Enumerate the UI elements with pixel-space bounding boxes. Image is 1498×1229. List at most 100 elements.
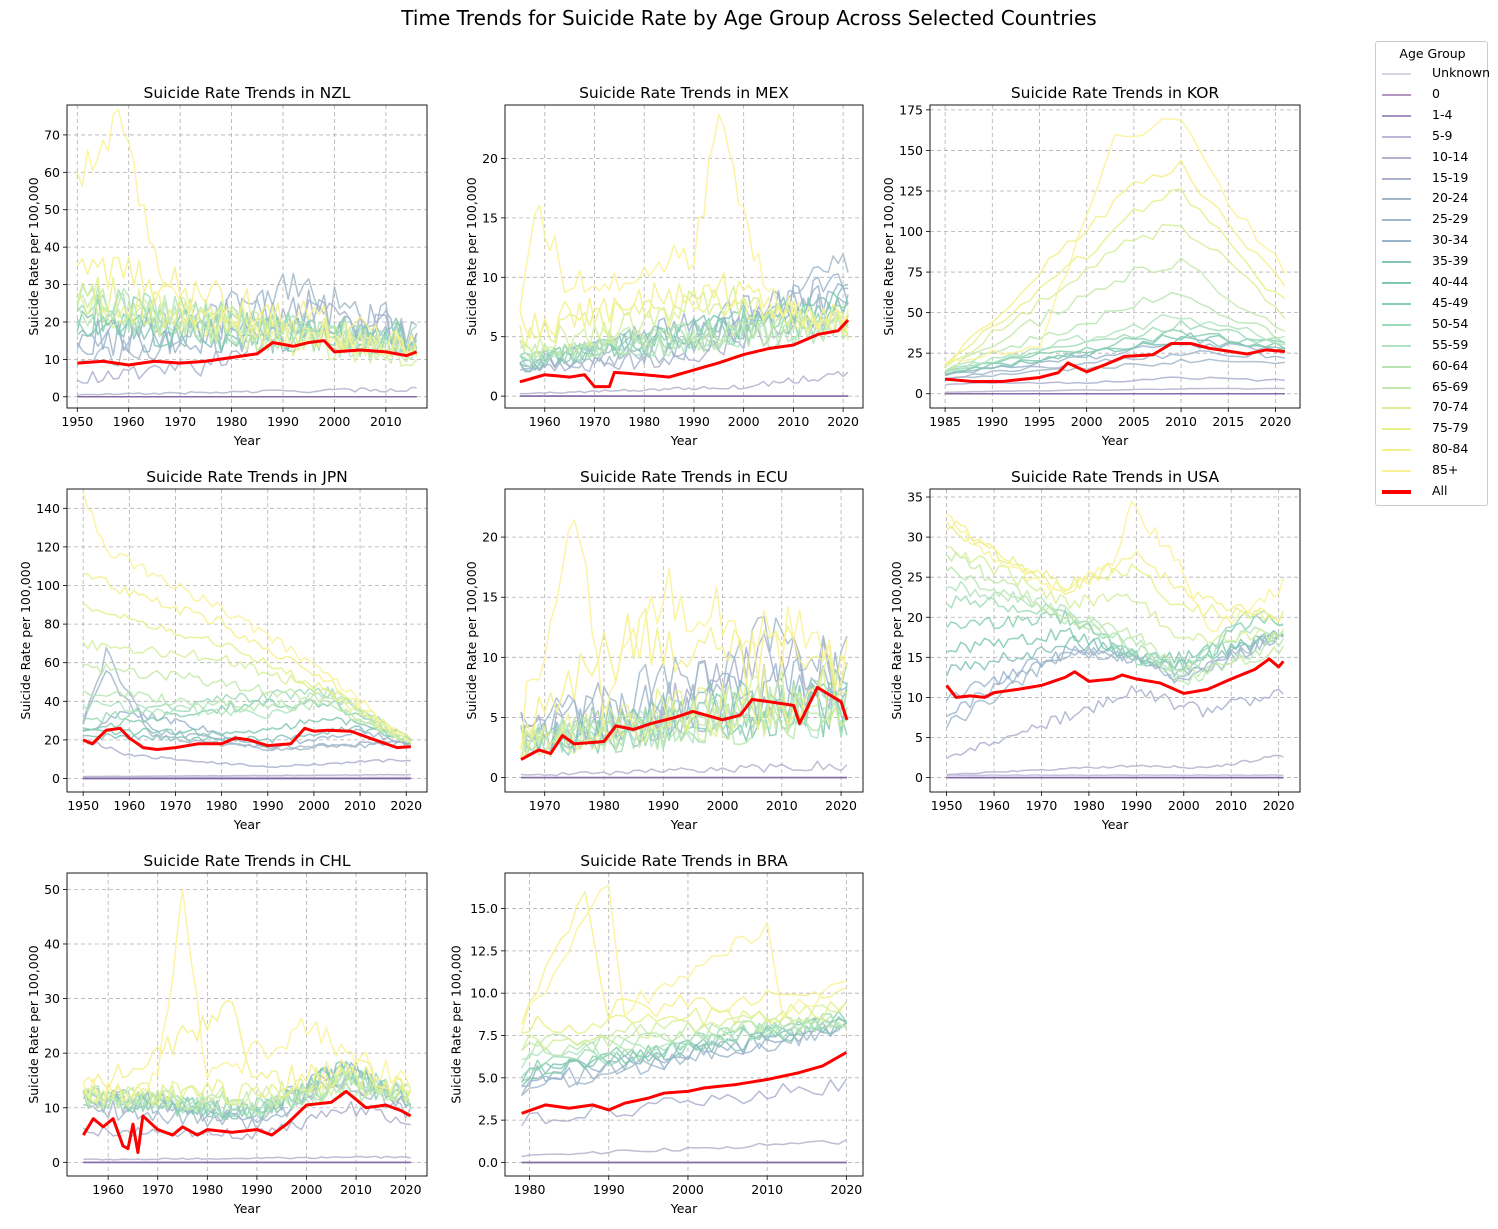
y-tick-label: 100 <box>36 578 60 593</box>
y-tick-label: 120 <box>36 539 60 554</box>
subplot-title: Suicide Rate Trends in ECU <box>580 468 788 486</box>
series-line-85plus <box>82 490 412 743</box>
x-axis-label: Year <box>1101 433 1129 448</box>
y-tick-label: 15 <box>482 590 498 605</box>
subplot-6: 1960 1970 1980 1990 2000 2010 2020 0 10 20 30 40 50 S… <box>26 852 428 1216</box>
x-tick-label: 1970 <box>529 798 561 813</box>
legend-entry: 75-79 <box>1382 418 1487 439</box>
x-tick-label: 1980 <box>588 798 620 813</box>
y-tick-label: 0 <box>52 771 60 786</box>
series-line-5559 <box>946 580 1284 677</box>
y-tick-label: 20 <box>907 610 923 625</box>
y-tick-label: 10 <box>44 352 60 367</box>
legend-label: 15-19 <box>1432 169 1469 185</box>
series-line-4549 <box>946 609 1284 672</box>
series-line-7579 <box>82 602 412 744</box>
subplot-title: Suicide Rate Trends in MEX <box>579 84 789 102</box>
y-tick-label: 50 <box>907 305 923 320</box>
series-line-8084 <box>946 520 1285 623</box>
y-axis-label: Suicide Rate per 100,000 <box>18 561 33 719</box>
legend-label: 40-44 <box>1432 274 1469 289</box>
y-tick-label: 20 <box>44 732 60 747</box>
x-tick-label: 1970 <box>579 414 611 429</box>
series-line-85plus <box>82 889 412 1104</box>
x-tick-label: 1980 <box>628 414 660 429</box>
series-line-5054 <box>944 319 1286 373</box>
legend-entry: 10-14 <box>1382 147 1487 168</box>
y-axis-label: Suicide Rate per 100,000 <box>26 945 41 1103</box>
x-tick-label: 1960 <box>113 414 145 429</box>
series-line-7579 <box>76 275 418 360</box>
legend: Age Group Unknown 0 1-4 5-9 10-14 15-19 20-24 2… <box>1375 41 1490 506</box>
y-axis-label: Suicide Rate per 100,000 <box>881 177 896 335</box>
y-tick-label: 75 <box>907 265 923 280</box>
legend-swatch <box>1382 198 1411 201</box>
series-line-6569 <box>83 1075 412 1111</box>
series-line-7074 <box>82 1068 411 1109</box>
x-tick-label: 2010 <box>1165 414 1197 429</box>
x-tick-label: 2000 <box>707 798 739 813</box>
subplot-title: Suicide Rate Trends in NZL <box>144 84 351 102</box>
x-tick-label: 1990 <box>593 1182 625 1197</box>
y-tick-label: 7.5 <box>478 1028 498 1043</box>
subplot-title: Suicide Rate Trends in USA <box>1011 468 1220 486</box>
series-line-85plus <box>944 118 1286 364</box>
x-tick-label: 2010 <box>766 798 798 813</box>
series-line-8084 <box>76 256 418 357</box>
series-line-8084 <box>519 272 849 339</box>
x-axis-label: Year <box>670 1201 698 1216</box>
x-tick-label: 2000 <box>672 1182 704 1197</box>
legend-swatch <box>1382 93 1411 96</box>
series-line-1519 <box>521 1078 847 1127</box>
y-tick-label: 0 <box>915 386 923 401</box>
series-line-1014 <box>83 773 411 778</box>
y-tick-label: 2.5 <box>478 1113 498 1128</box>
legend-label: 0 <box>1432 85 1440 101</box>
series-line-all <box>944 341 1286 384</box>
series-line-8084 <box>82 999 411 1094</box>
y-tick-label: 30 <box>907 530 923 545</box>
subplot-title: Suicide Rate Trends in BRA <box>580 852 788 870</box>
series-line-7579 <box>521 1000 847 1035</box>
legend-label: 80-84 <box>1432 441 1469 457</box>
x-tick-label: 1990 <box>976 414 1008 429</box>
legend-entry: 5-9 <box>1382 126 1487 147</box>
legend-swatch <box>1382 365 1411 368</box>
series-group <box>520 519 849 779</box>
legend-entry: 45-49 <box>1382 293 1487 314</box>
series-line-5559 <box>944 313 1286 373</box>
series-line-85plus <box>946 500 1285 633</box>
legend-label: 75-79 <box>1432 420 1469 436</box>
y-tick-label: 60 <box>44 655 60 670</box>
x-tick-label: 2000 <box>291 1182 323 1197</box>
series-line-all <box>520 685 849 761</box>
legend-entry: 80-84 <box>1382 439 1487 460</box>
legend-swatch <box>1382 282 1411 284</box>
subplot-7: 1980 1990 2000 2010 2020 0.0 2.5 5.0 7.5 10.0 12.5… <box>449 852 864 1216</box>
legend-label: 20-24 <box>1432 190 1469 206</box>
series-group <box>944 118 1286 395</box>
y-tick-label: 15 <box>482 210 498 225</box>
x-tick-label: 1950 <box>931 798 963 813</box>
x-tick-label: 1990 <box>252 798 284 813</box>
series-line-5054 <box>946 595 1284 672</box>
series-group <box>520 884 848 1164</box>
x-tick-label: 1980 <box>1073 798 1105 813</box>
figure-title: Time Trends for Suicide Rate by Age Grou… <box>401 6 1097 30</box>
legend-swatch <box>1382 261 1411 264</box>
legend-label: 45-49 <box>1432 294 1469 310</box>
axes-frame <box>504 872 864 1177</box>
x-tick-label: 1970 <box>164 414 196 429</box>
series-line-1519 <box>76 299 418 384</box>
y-tick-label: 20 <box>44 314 60 329</box>
subplot-3: 1950 1960 1970 1980 1990 2000 2010 2020 0 20 40 60 8… <box>18 468 428 832</box>
axes-frame <box>66 488 428 793</box>
legend-entry: 60-64 <box>1382 356 1487 377</box>
series-line-all <box>945 657 1285 699</box>
y-tick-label: 5 <box>490 710 498 725</box>
x-tick-label: 1950 <box>67 798 99 813</box>
x-tick-label: 2000 <box>298 798 330 813</box>
series-line-1519 <box>82 1100 411 1140</box>
series-line-1014 <box>945 387 1285 393</box>
x-tick-label: 1960 <box>113 798 145 813</box>
